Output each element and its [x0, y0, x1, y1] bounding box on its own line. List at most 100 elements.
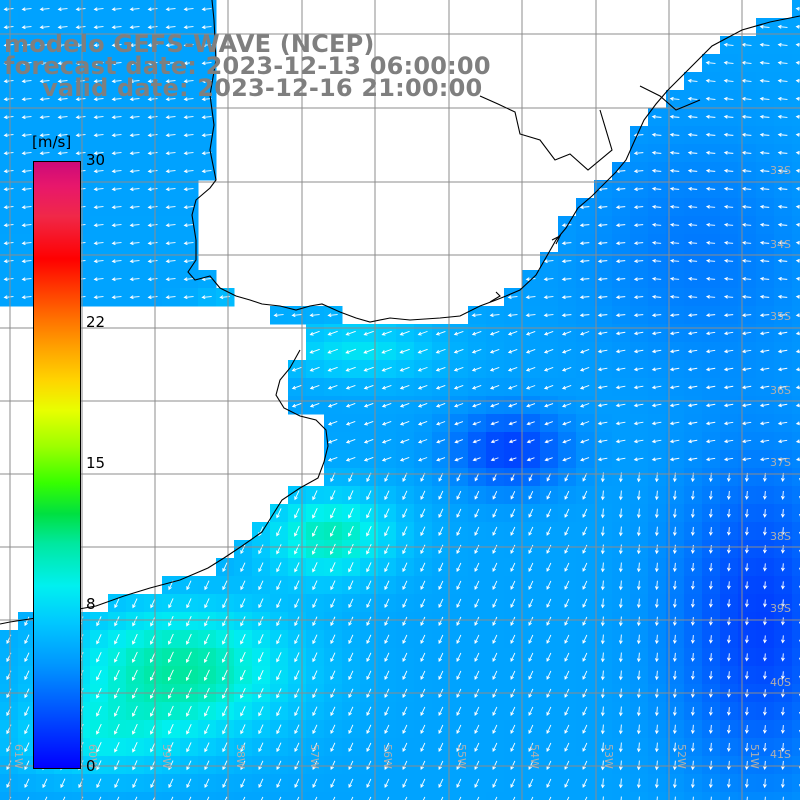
wind-arrow — [705, 78, 716, 83]
wind-arrow — [384, 634, 390, 644]
wind-arrow — [93, 43, 104, 48]
wind-arrow — [597, 385, 608, 390]
wind-arrow — [330, 616, 336, 627]
wind-arrow — [291, 313, 302, 318]
wind-arrow — [276, 616, 282, 627]
wind-arrow — [456, 580, 462, 590]
wind-cell — [792, 324, 800, 343]
wind-arrow — [185, 669, 192, 682]
wind-arrow — [546, 580, 552, 590]
wind-arrow — [564, 616, 570, 626]
wind-arrow — [582, 742, 588, 752]
wind-arrow — [309, 403, 320, 408]
wind-arrow — [402, 706, 408, 716]
wind-arrow — [399, 457, 410, 462]
wind-arrow — [741, 457, 752, 462]
wind-arrow — [309, 366, 320, 372]
wind-cell — [792, 396, 800, 415]
wind-arrow — [366, 525, 372, 537]
wind-arrow — [3, 25, 14, 30]
wind-cell — [792, 630, 800, 649]
wind-arrow — [168, 616, 174, 627]
wind-cell — [450, 792, 469, 800]
wind-arrow — [203, 669, 210, 682]
wind-arrow — [672, 616, 677, 627]
wind-arrow — [741, 349, 752, 354]
wind-arrow — [510, 670, 516, 680]
wind-cell — [792, 108, 800, 127]
wind-arrow — [39, 61, 50, 66]
wind-arrow — [690, 617, 695, 626]
wind-arrow — [474, 562, 480, 572]
wind-arrow — [564, 760, 570, 770]
lon-label: 56W — [381, 744, 394, 769]
wind-arrow — [687, 294, 698, 299]
wind-arrow — [147, 43, 158, 48]
wind-arrow — [633, 169, 644, 174]
wind-arrow — [147, 241, 158, 246]
wind-arrow — [147, 133, 158, 138]
wind-arrow — [759, 439, 770, 444]
lat-labels: 33S 34S 35S 36S 37S 38S 39S 40S 41S — [770, 164, 791, 761]
wind-arrow — [744, 653, 749, 662]
wind-arrow — [582, 598, 588, 608]
wind-arrow — [726, 635, 731, 644]
wind-arrow — [600, 508, 605, 519]
wind-arrow — [330, 652, 336, 663]
wind-arrow — [705, 349, 716, 354]
wind-arrow — [744, 581, 749, 590]
wind-arrow — [600, 634, 605, 645]
wind-arrow — [98, 796, 102, 800]
wind-arrow — [294, 652, 300, 663]
wind-arrow — [651, 439, 662, 444]
wind-arrow — [327, 348, 338, 354]
wind-arrow — [363, 366, 374, 372]
wind-arrow — [705, 457, 716, 462]
wind-arrow — [242, 796, 246, 800]
wind-arrow — [183, 241, 194, 246]
title-model: modelo GEFS-WAVE (NCEP) — [4, 30, 375, 58]
wind-arrow — [21, 169, 32, 174]
wind-arrow — [201, 169, 212, 174]
wind-arrow — [492, 508, 498, 518]
wind-arrow — [795, 439, 800, 444]
wind-arrow — [402, 760, 408, 770]
wind-arrow — [600, 742, 605, 753]
wind-arrow — [615, 187, 626, 192]
wind-arrow — [330, 724, 336, 735]
wind-arrow — [618, 760, 623, 771]
wind-arrow — [186, 742, 192, 753]
wind-arrow — [294, 742, 300, 753]
wind-arrow — [723, 78, 734, 83]
wind-arrow — [510, 616, 516, 626]
wind-arrow — [795, 349, 800, 354]
wind-arrow — [490, 421, 499, 426]
wind-arrow — [57, 151, 68, 156]
wind-arrow — [651, 421, 662, 426]
wind-arrow — [780, 635, 785, 644]
wind-arrow — [204, 633, 210, 645]
wind-arrow — [204, 778, 210, 789]
wind-arrow — [762, 760, 767, 771]
wind-arrow — [240, 760, 246, 771]
wind-arrow — [132, 633, 138, 645]
wind-arrow — [687, 331, 698, 336]
wind-arrow — [186, 616, 192, 627]
wind-arrow — [507, 331, 518, 336]
wind-arrow — [510, 562, 516, 572]
wind-arrow — [312, 670, 318, 681]
wind-arrow — [384, 742, 390, 752]
wind-arrow — [456, 724, 462, 734]
wind-arrow — [147, 205, 158, 210]
wind-cell — [792, 720, 800, 739]
wind-arrow — [669, 132, 680, 137]
wind-arrow — [422, 796, 426, 800]
wind-arrow — [386, 796, 390, 800]
wind-arrow — [489, 349, 500, 354]
wind-arrow — [636, 670, 641, 681]
wind-arrow — [345, 403, 356, 408]
wind-cell — [792, 558, 800, 577]
wind-arrow — [150, 742, 156, 753]
wind-arrow — [636, 760, 641, 771]
wind-arrow — [777, 331, 788, 336]
